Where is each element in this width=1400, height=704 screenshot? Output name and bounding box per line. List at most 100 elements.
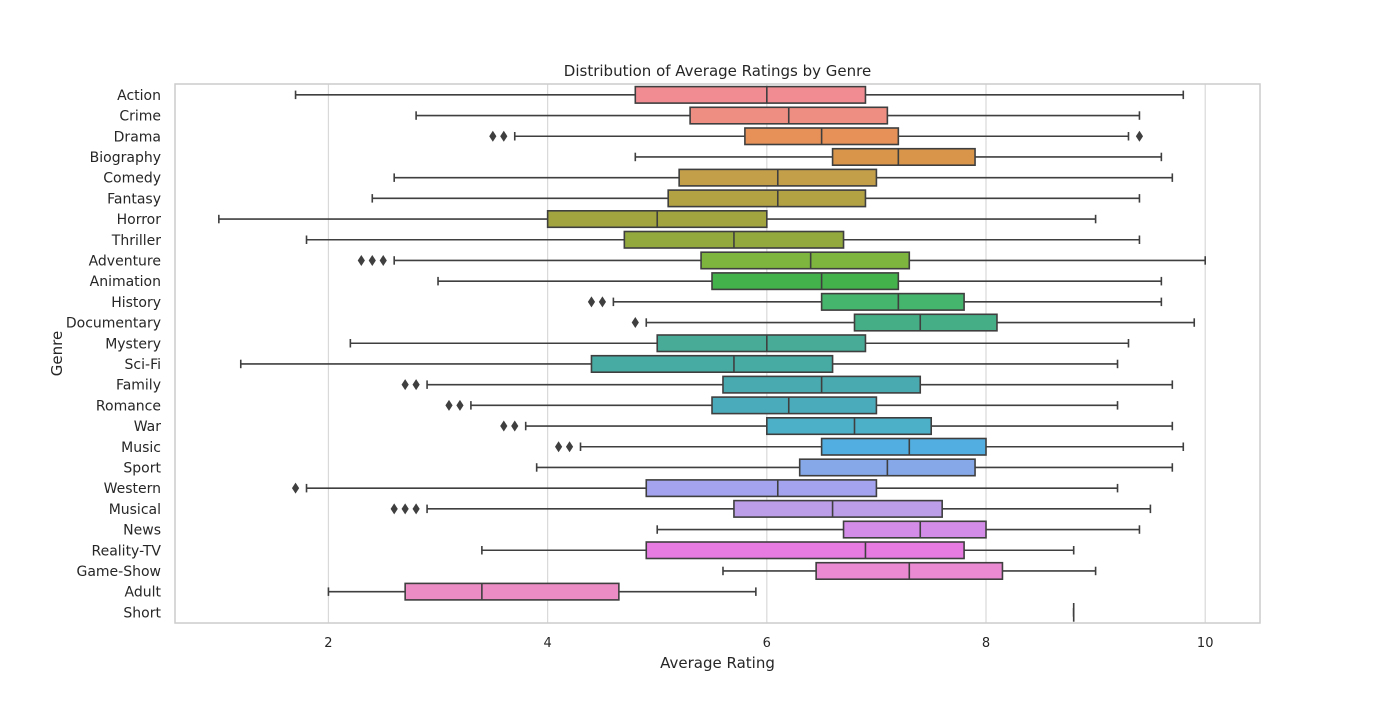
box-sport [535,458,1174,477]
box-comedy [393,168,1174,187]
box-series [218,85,1207,622]
iqr-box [711,396,878,415]
y-tick-label: Drama [114,129,161,145]
box-crime [415,106,1141,125]
y-axis-label: Genre [48,331,66,376]
iqr-box [404,582,620,601]
x-tick-label: 6 [763,636,771,651]
box-war [500,416,1174,436]
y-tick-label: Crime [119,109,161,125]
box-romance [445,396,1119,415]
y-tick-label: Sci-Fi [125,357,161,373]
outlier-marker [412,379,420,391]
iqr-box [820,292,965,311]
y-tick-label: History [111,295,161,311]
x-axis-label: Average Rating [660,654,775,672]
iqr-box [590,354,834,374]
box-biography [634,147,1163,166]
box-mystery [349,334,1130,353]
box-documentary [631,313,1196,332]
chart-title: Distribution of Average Ratings by Genre [564,62,871,80]
box-game-show [722,561,1097,581]
y-tick-label: Adult [125,585,162,601]
outlier-marker [500,130,508,142]
box-sci-fi [239,354,1119,374]
outlier-marker [368,254,376,266]
y-tick-label: War [134,419,162,435]
outlier-marker [565,441,574,453]
iqr-box [733,499,943,518]
iqr-box [667,189,867,208]
outlier-marker [500,420,508,432]
outlier-marker [511,420,519,432]
x-tick-label: 4 [543,636,551,651]
outlier-marker [1135,130,1144,142]
iqr-box [831,147,976,166]
y-tick-label: Adventure [89,253,161,269]
x-tick-label: 10 [1197,636,1214,651]
iqr-box [634,85,867,104]
box-music [554,437,1185,456]
box-history [587,292,1163,311]
y-tick-label: Biography [90,150,161,166]
y-tick-label: Action [117,88,161,104]
iqr-box [700,251,911,270]
outlier-marker [631,317,639,329]
outlier-marker [401,503,409,515]
box-reality-tv [481,541,1075,560]
outlier-marker [401,379,409,391]
box-musical [390,499,1152,518]
y-tick-labels: Action Crime Drama Biography Comedy Fantasy Ho… [66,88,162,621]
box-animation [437,272,1163,291]
y-tick-label: Short [123,605,161,621]
outlier-marker [587,296,596,308]
box-adventure [357,251,1207,270]
y-tick-label: Animation [90,274,161,290]
outlier-marker [554,441,563,453]
y-tick-label: Family [116,378,161,394]
box-fantasy [371,189,1141,208]
y-tick-label: News [123,523,161,539]
iqr-box [853,313,998,332]
outlier-marker [456,399,464,411]
y-tick-label: Reality-TV [92,543,162,559]
box-horror [218,210,1097,229]
y-tick-label: Music [121,440,161,456]
x-tick-labels: 2 4 6 8 10 [324,636,1213,651]
outlier-marker [412,503,420,515]
outlier-marker [357,254,365,266]
x-tick-label: 2 [324,636,332,651]
box-western [291,479,1119,498]
y-tick-label: Musical [109,502,161,518]
iqr-box [645,479,878,498]
y-tick-label: Romance [96,398,161,414]
iqr-box [645,541,965,560]
iqr-box [766,416,933,436]
outlier-marker [379,254,387,266]
outlier-marker [390,503,398,515]
y-tick-label: Fantasy [107,191,161,207]
box-family [401,375,1174,394]
box-adult [327,582,757,601]
y-tick-label: Documentary [66,316,161,332]
x-tick-label: 8 [982,636,990,651]
outlier-marker [445,399,453,411]
iqr-box [656,334,867,353]
box-drama [489,127,1144,146]
iqr-box [842,520,987,539]
y-tick-label: Western [104,481,161,497]
y-tick-label: Comedy [103,171,161,187]
y-tick-label: Game-Show [76,564,161,580]
outlier-marker [598,296,607,308]
y-tick-label: Mystery [105,336,161,352]
plot-area-frame [174,83,1261,624]
y-tick-label: Horror [117,212,162,228]
y-tick-label: Sport [123,460,161,476]
box-thriller [305,230,1141,249]
outlier-marker [291,482,300,494]
iqr-box [711,272,900,291]
box-news [656,520,1141,539]
y-tick-label: Thriller [111,233,161,249]
